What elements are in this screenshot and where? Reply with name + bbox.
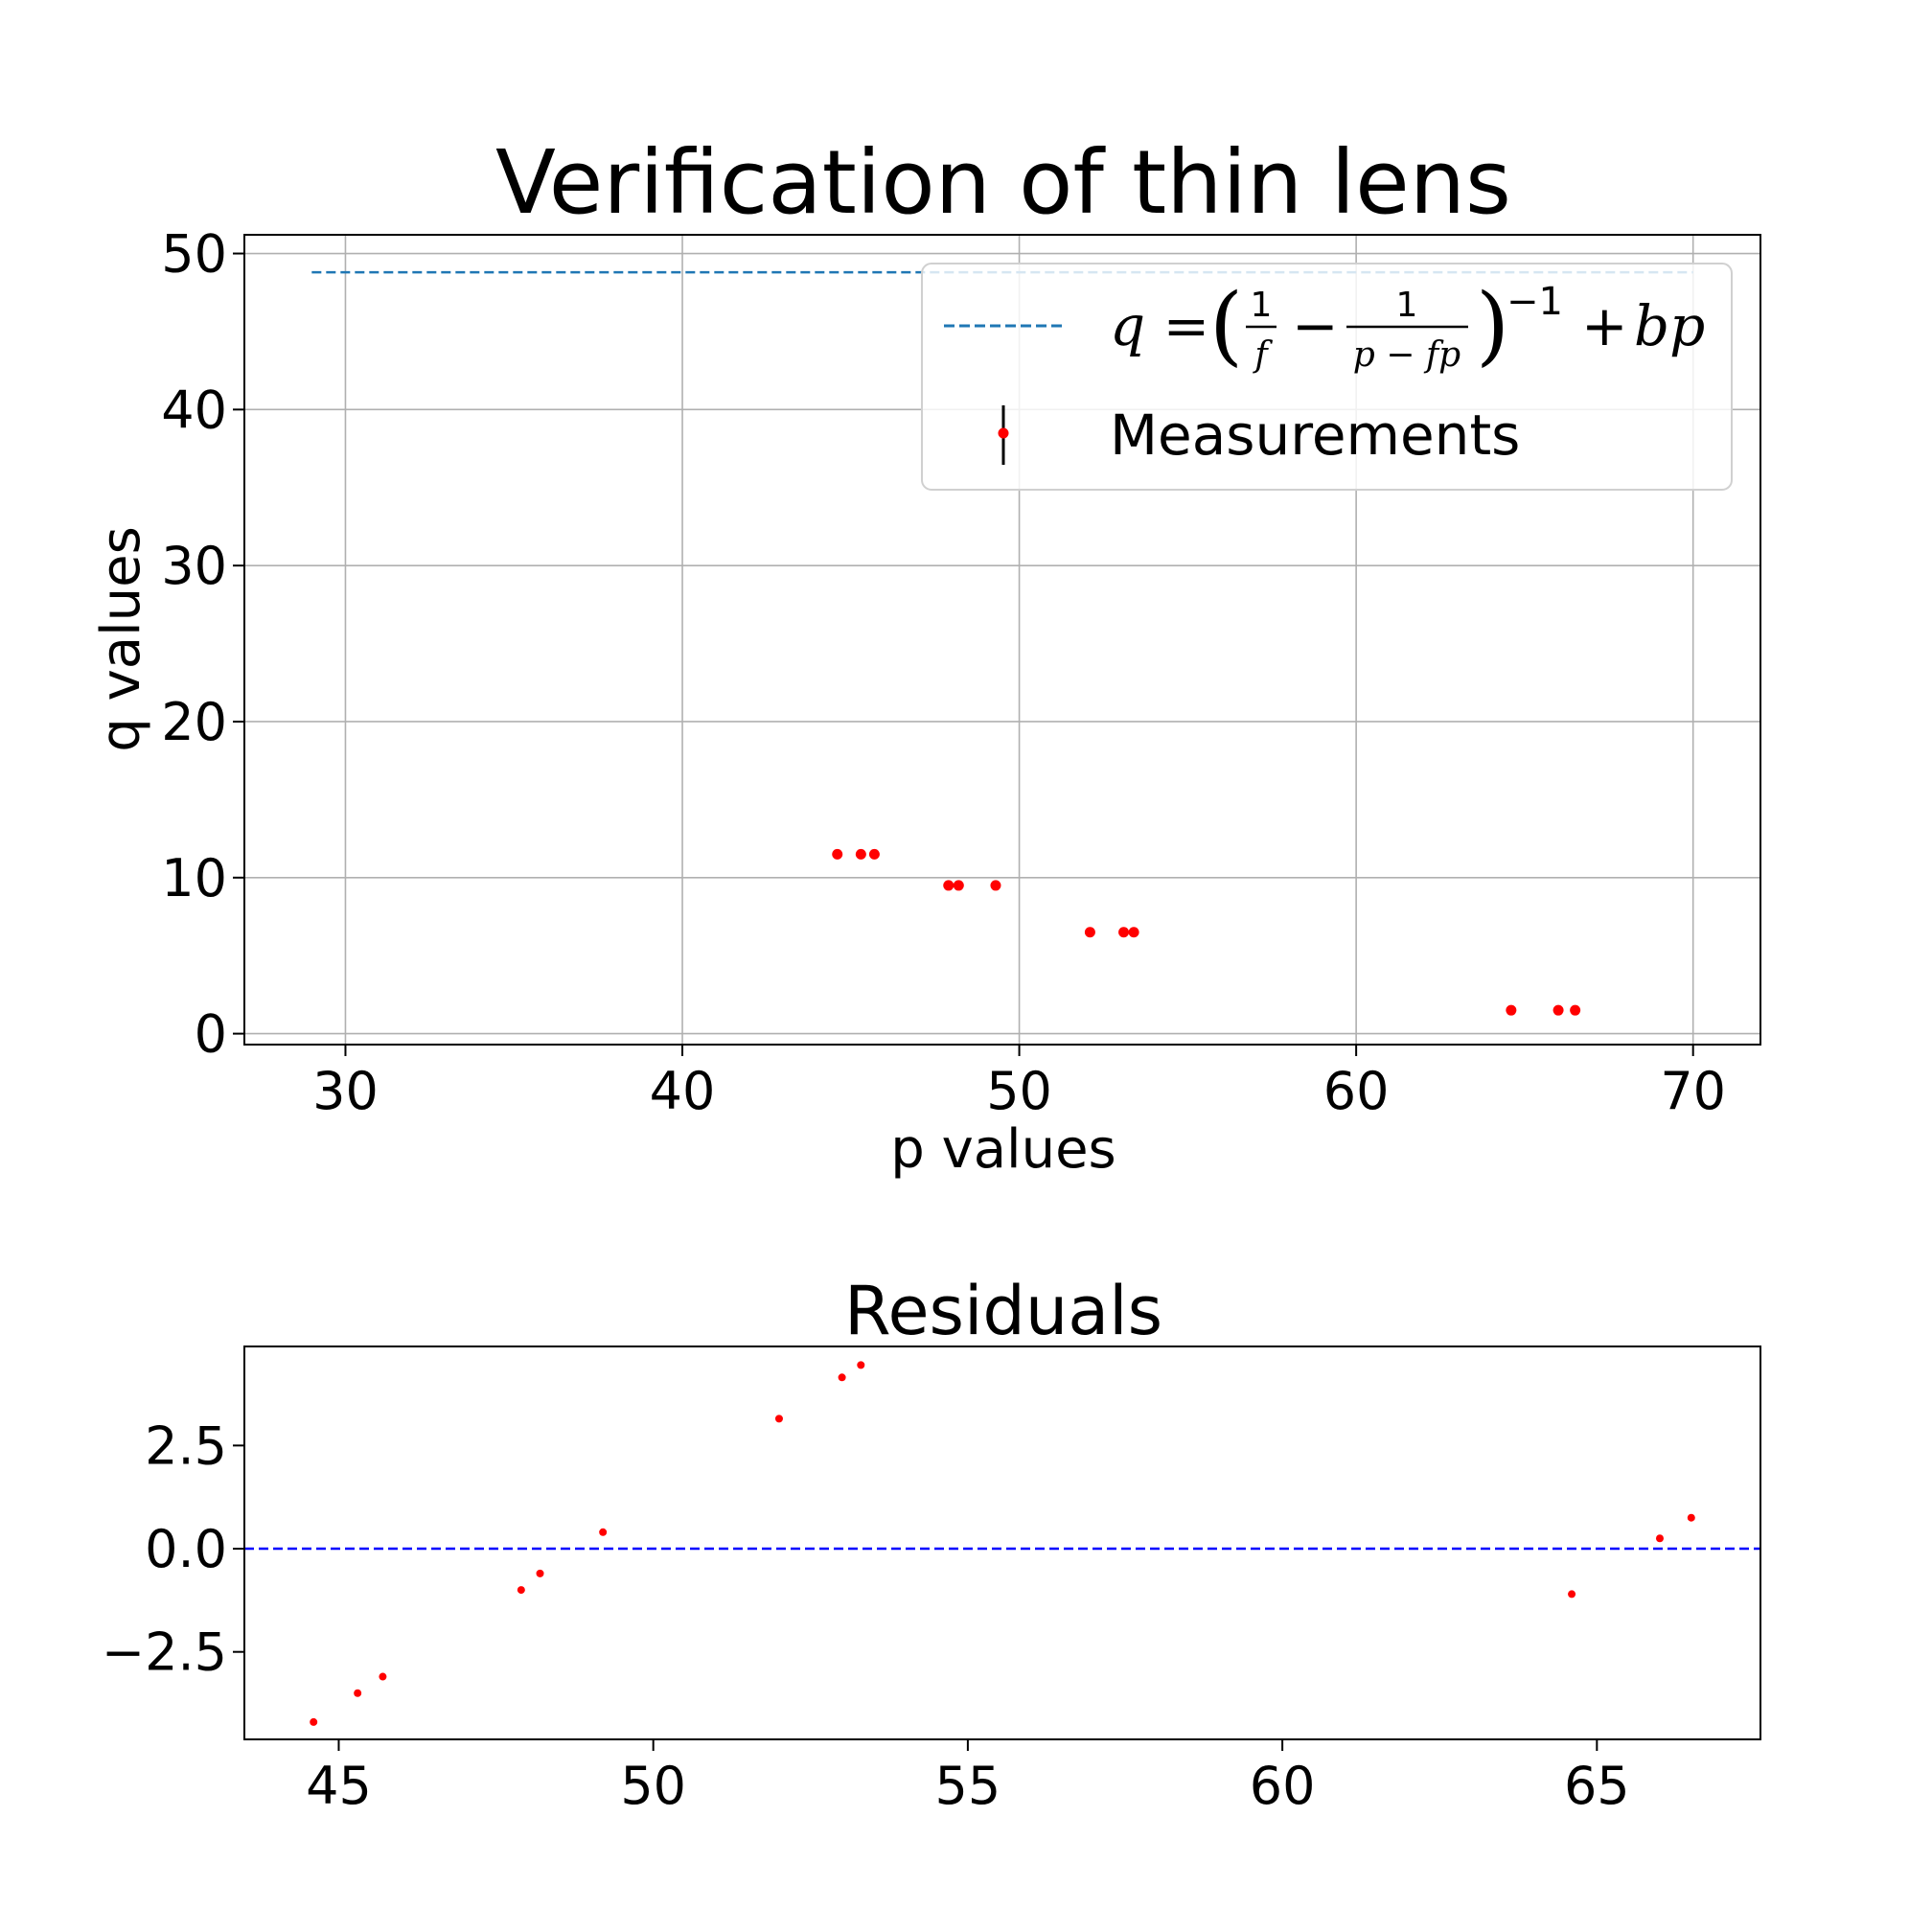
legend-measurements-label: Measurements	[1110, 402, 1520, 468]
measurement-point	[990, 880, 1001, 891]
residual-point	[517, 1586, 525, 1595]
legend-measurement-marker	[998, 427, 1009, 439]
formula-exponent: −1	[1506, 280, 1563, 324]
residuals-chart-frame	[243, 1346, 1761, 1740]
residual-point	[536, 1569, 544, 1577]
residual-x-tick-label: 50	[620, 1756, 686, 1816]
residual-point	[379, 1672, 387, 1681]
main-x-tick-label: 60	[1323, 1061, 1390, 1121]
measurement-point	[953, 880, 964, 891]
formula-bp: bp	[1634, 293, 1705, 358]
residuals-chart-title: Residuals	[844, 1272, 1162, 1350]
formula-right-paren: )	[1476, 275, 1509, 376]
measurement-point	[1084, 927, 1095, 938]
main-y-tick-label: 0	[195, 1004, 227, 1065]
residual-point	[310, 1717, 318, 1726]
main-chart-x-ticks: 30 40 50 60 70	[312, 1045, 1726, 1121]
main-x-tick-label: 70	[1660, 1061, 1726, 1121]
measurement-point	[1118, 927, 1130, 938]
main-y-tick-label: 30	[161, 536, 227, 596]
measurement-point	[943, 880, 954, 891]
main-chart-y-ticks: 0 10 20 30 40 50	[161, 224, 244, 1065]
residuals-chart-y-ticks: 2.5 0.0 −2.5	[102, 1415, 244, 1683]
formula-q-equals: q =	[1110, 293, 1209, 358]
residuals-chart-x-ticks: 45 50 55 60 65	[306, 1739, 1630, 1816]
main-chart-title: Verification of thin lens	[495, 131, 1511, 234]
residual-y-tick-label: −2.5	[102, 1622, 227, 1683]
residual-point	[774, 1414, 783, 1423]
main-chart-legend: q = ( 1 f − 1 p − fp ) −1 + bp Measureme…	[921, 263, 1733, 491]
main-chart-x-label: p values	[890, 1118, 1116, 1181]
measurement-point	[1128, 927, 1139, 938]
residual-point	[1687, 1513, 1695, 1522]
residual-x-tick-label: 45	[306, 1756, 372, 1816]
measurement-point	[832, 848, 843, 860]
residual-point	[1568, 1590, 1576, 1598]
residual-point	[354, 1689, 362, 1697]
formula-minus: −	[1292, 293, 1339, 358]
residuals-chart-series	[244, 1361, 1760, 1726]
legend-fit-formula: q = ( 1 f − 1 p − fp ) −1 + bp	[1110, 275, 1705, 376]
residual-x-tick-label: 65	[1564, 1756, 1630, 1816]
main-y-tick-label: 40	[161, 380, 227, 440]
measurement-point	[1506, 1004, 1517, 1016]
residual-x-tick-label: 55	[935, 1756, 1001, 1816]
legend-box	[921, 263, 1733, 491]
main-x-tick-label: 50	[986, 1061, 1052, 1121]
measurement-point	[868, 848, 880, 860]
main-chart-frame	[243, 234, 1761, 1046]
measurement-point	[1552, 1004, 1564, 1016]
formula-frac1-num: 1	[1251, 286, 1273, 325]
formula-frac2-num: 1	[1396, 286, 1418, 325]
main-x-tick-label: 30	[312, 1061, 379, 1121]
residual-point	[1655, 1534, 1664, 1543]
residual-point	[857, 1361, 865, 1369]
residual-point	[599, 1528, 608, 1536]
residual-y-tick-label: 2.5	[145, 1415, 227, 1476]
formula-frac2-den: p − fp	[1353, 335, 1460, 375]
measurement-point	[855, 848, 866, 860]
residual-x-tick-label: 60	[1250, 1756, 1316, 1816]
measurement-point	[1570, 1004, 1581, 1016]
formula-plus: +	[1581, 293, 1628, 358]
residual-y-tick-label: 0.0	[145, 1519, 227, 1579]
main-chart-y-label: q values	[90, 526, 152, 751]
main-y-tick-label: 10	[161, 848, 227, 908]
residual-point	[838, 1373, 846, 1382]
main-y-tick-label: 20	[161, 692, 227, 752]
main-y-tick-label: 50	[161, 224, 227, 285]
formula-left-paren: (	[1209, 275, 1243, 376]
main-x-tick-label: 40	[650, 1061, 716, 1121]
